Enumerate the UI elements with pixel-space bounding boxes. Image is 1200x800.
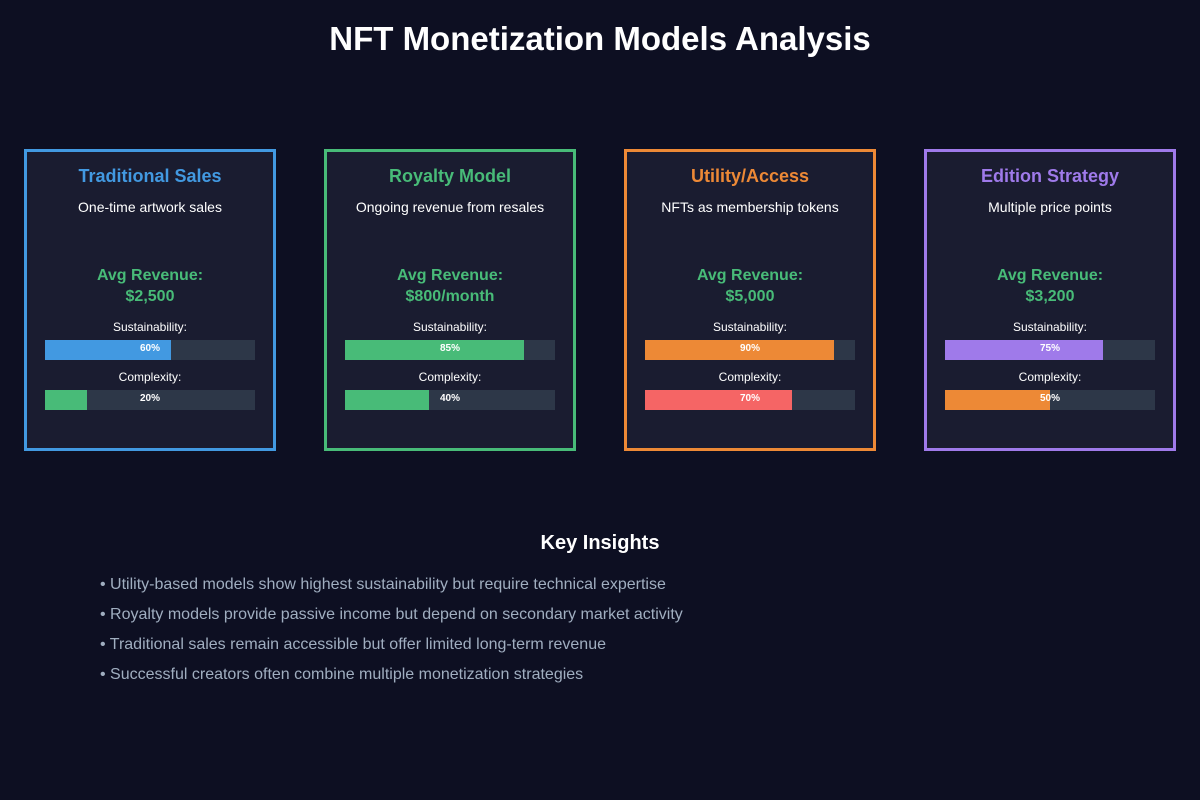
card-description: One-time artwork sales (78, 199, 222, 215)
complexity-fill (645, 390, 792, 410)
card-title: Royalty Model (388, 166, 512, 186)
complexity-fill (945, 390, 1050, 410)
sustainability-label: Sustainability: (412, 320, 488, 334)
complexity-percent: 70% (739, 393, 760, 404)
card-title: Utility/Access (690, 166, 810, 186)
card-description: Ongoing revenue from resales (355, 199, 545, 215)
avg-revenue-label: Avg Revenue: (996, 267, 1104, 284)
complexity-percent: 50% (1039, 393, 1060, 404)
card-description: NFTs as membership tokens (661, 199, 839, 215)
avg-revenue-label: Avg Revenue: (396, 267, 504, 284)
card-title: Traditional Sales (78, 166, 222, 186)
avg-revenue-label: Avg Revenue: (96, 267, 204, 284)
avg-revenue-value: $2,500 (125, 288, 175, 305)
sustainability-label: Sustainability: (112, 320, 188, 334)
sustainability-bar: 85% (345, 340, 555, 360)
model-card: Utility/Access NFTs as membership tokens… (624, 149, 876, 451)
sustainability-bar: 90% (645, 340, 855, 360)
sustainability-fill (45, 340, 171, 360)
avg-revenue: Avg Revenue: $2,500 (27, 265, 273, 307)
complexity-percent: 40% (439, 393, 460, 404)
insights-title: Key Insights (540, 532, 660, 554)
models-grid: Traditional Sales One-time artwork sales… (24, 149, 1176, 451)
sustainability-percent: 90% (739, 343, 760, 354)
sustainability-percent: 75% (1039, 343, 1060, 354)
sustainability-fill (645, 340, 834, 360)
insights-list: • Utility-based models show highest sust… (100, 570, 683, 690)
complexity-bar: 40% (345, 390, 555, 410)
sustainability-fill (945, 340, 1103, 360)
insight-item: • Royalty models provide passive income … (100, 606, 683, 623)
avg-revenue: Avg Revenue: $5,000 (627, 265, 873, 307)
complexity-label: Complexity: (718, 370, 782, 384)
avg-revenue: Avg Revenue: $800/month (327, 265, 573, 307)
complexity-label: Complexity: (1018, 370, 1082, 384)
complexity-fill (345, 390, 429, 410)
complexity-label: Complexity: (418, 370, 482, 384)
sustainability-bar: 75% (945, 340, 1155, 360)
model-card: Royalty Model Ongoing revenue from resal… (324, 149, 576, 451)
complexity-bar: 20% (45, 390, 255, 410)
sustainability-percent: 85% (439, 343, 460, 354)
avg-revenue: Avg Revenue: $3,200 (927, 265, 1173, 307)
avg-revenue-value: $800/month (405, 288, 495, 305)
card-description: Multiple price points (988, 199, 1112, 215)
complexity-bar: 70% (645, 390, 855, 410)
sustainability-percent: 60% (139, 343, 160, 354)
avg-revenue-value: $3,200 (1025, 288, 1075, 305)
sustainability-bar: 60% (45, 340, 255, 360)
model-card: Traditional Sales One-time artwork sales… (24, 149, 276, 451)
avg-revenue-label: Avg Revenue: (696, 267, 804, 284)
insight-item: • Traditional sales remain accessible bu… (100, 636, 606, 653)
insight-item: • Successful creators often combine mult… (100, 666, 584, 683)
complexity-fill (45, 390, 87, 410)
complexity-bar: 50% (945, 390, 1155, 410)
complexity-percent: 20% (139, 393, 160, 404)
insight-item: • Utility-based models show highest sust… (100, 576, 666, 593)
page-title: NFT Monetization Models Analysis (329, 20, 871, 57)
model-card: Edition Strategy Multiple price points A… (924, 149, 1176, 451)
sustainability-fill (345, 340, 524, 360)
card-title: Edition Strategy (980, 166, 1119, 186)
sustainability-label: Sustainability: (1012, 320, 1088, 334)
complexity-label: Complexity: (118, 370, 182, 384)
avg-revenue-value: $5,000 (725, 288, 775, 305)
sustainability-label: Sustainability: (712, 320, 788, 334)
